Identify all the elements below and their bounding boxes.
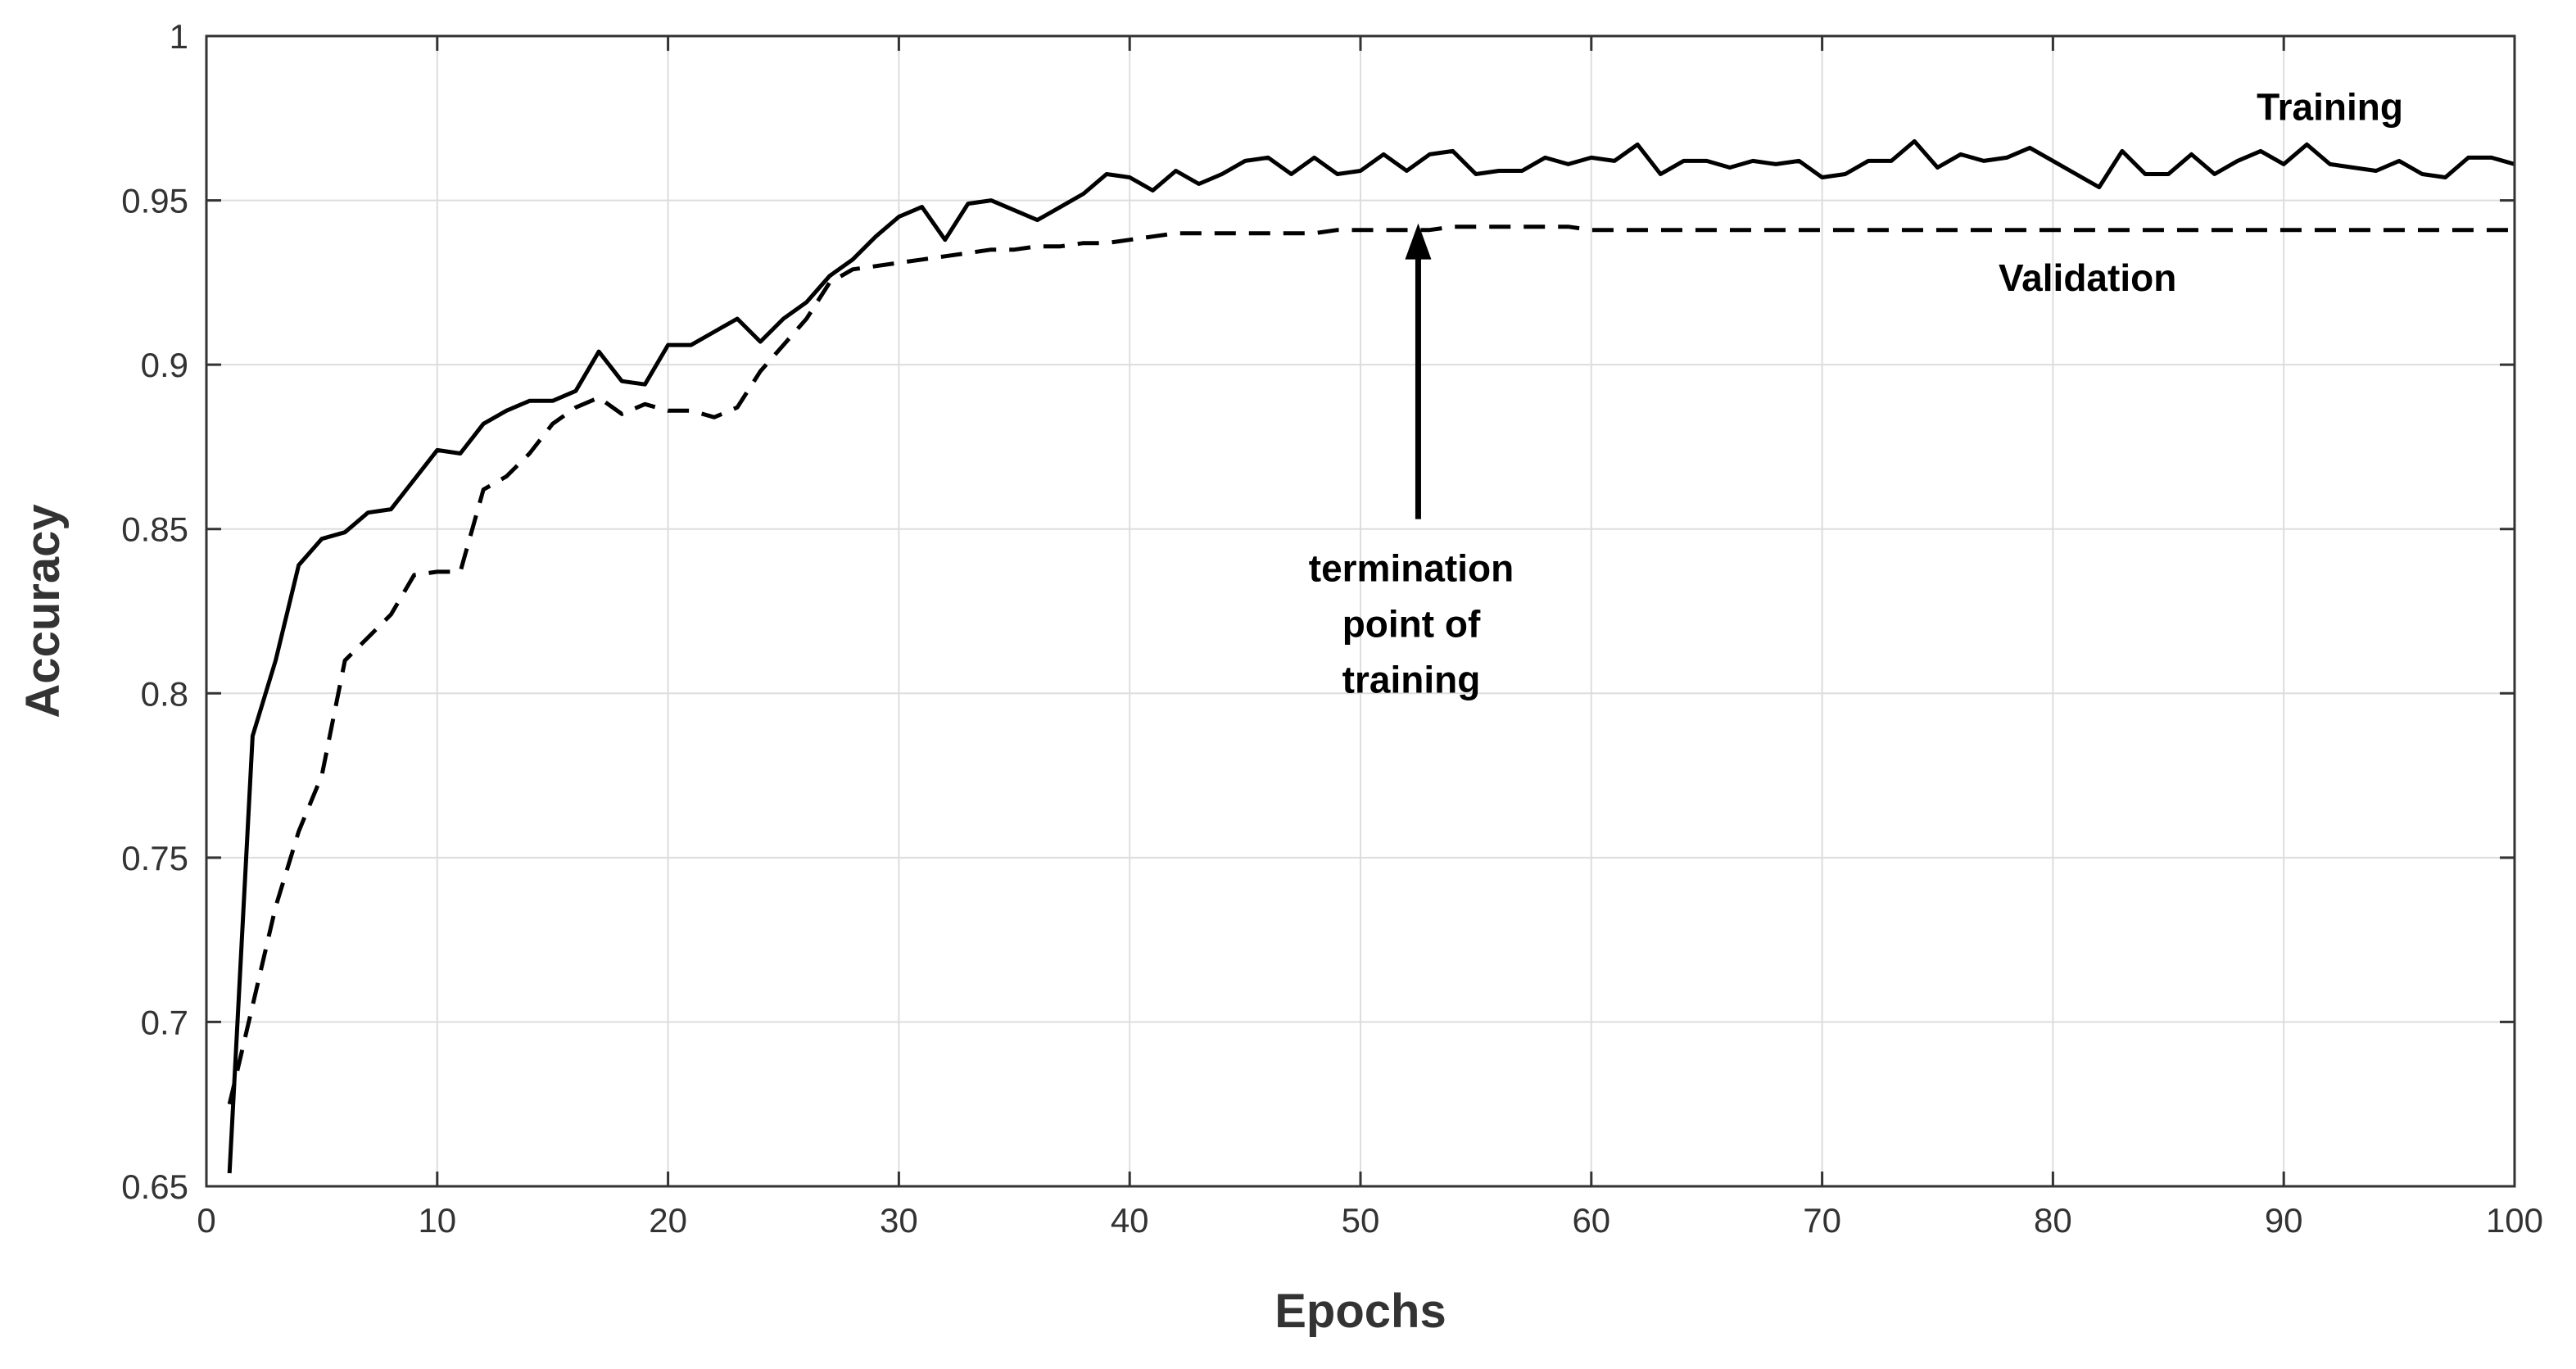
annotation-line-3: training xyxy=(1342,659,1481,701)
series-lines xyxy=(227,138,2515,1174)
y-tick-label: 0.8 xyxy=(141,674,188,713)
y-tick-label: 0.85 xyxy=(121,510,188,549)
x-tick-label: 100 xyxy=(2486,1201,2543,1240)
x-tick-label: 50 xyxy=(1342,1201,1380,1240)
y-axis-title: Accuracy xyxy=(16,504,70,718)
y-tick-label: 0.75 xyxy=(121,839,188,877)
y-tick-label: 1 xyxy=(170,17,188,56)
x-tick-label: 70 xyxy=(1803,1201,1841,1240)
series-label-training: Training xyxy=(2257,85,2403,128)
series-label-validation: Validation xyxy=(1999,256,2176,299)
axis-ticks xyxy=(205,34,2516,1188)
tick-labels: 0 10 20 30 40 50 60 70 80 90 100 0.65 0.7 0.75 0.8 0.85… xyxy=(121,17,2543,1240)
x-axis-title: Epochs xyxy=(1274,1285,1446,1338)
x-tick-label: 0 xyxy=(197,1201,215,1240)
annotation-line-2: point of xyxy=(1342,603,1481,646)
y-tick-label: 0.65 xyxy=(121,1167,188,1206)
x-tick-label: 80 xyxy=(2034,1201,2072,1240)
annotation-line-1: termination xyxy=(1309,547,1514,590)
x-tick-label: 30 xyxy=(880,1201,918,1240)
arrow-head xyxy=(1405,223,1432,260)
termination-annotation: termination point of training xyxy=(1309,223,1514,701)
x-tick-label: 40 xyxy=(1111,1201,1149,1240)
x-tick-label: 90 xyxy=(2265,1201,2303,1240)
y-tick-label: 0.95 xyxy=(121,182,188,220)
y-tick-label: 0.9 xyxy=(141,346,188,384)
x-tick-label: 60 xyxy=(1572,1201,1610,1240)
y-tick-label: 0.7 xyxy=(141,1003,188,1041)
series-line-training xyxy=(227,138,2515,1174)
x-tick-label: 20 xyxy=(649,1201,687,1240)
series-line-validation xyxy=(227,224,2515,1105)
x-tick-label: 10 xyxy=(418,1201,456,1240)
plot-frame xyxy=(205,34,2516,1188)
